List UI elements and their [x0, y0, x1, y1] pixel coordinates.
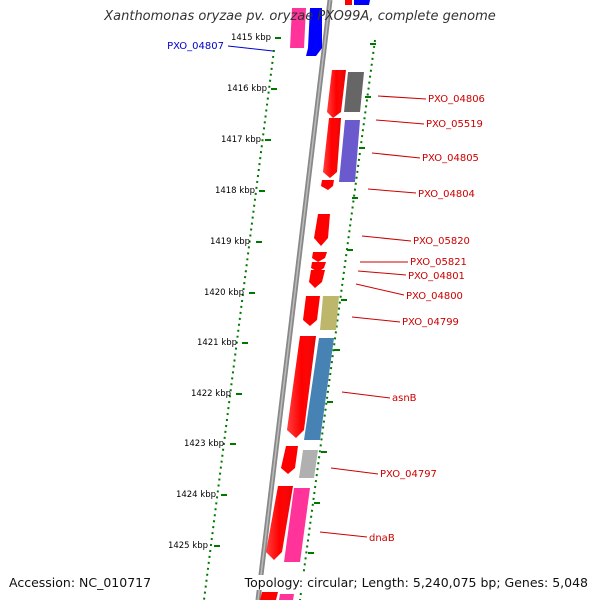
callout-PXO_04800: [355, 283, 405, 296]
gene-gray-PXO_04806: [344, 72, 364, 112]
gene-blue-PXO_04807: [306, 8, 322, 56]
gene-label-PXO_05820[interactable]: PXO_05820: [413, 236, 470, 247]
gene-pink-dnaB: [284, 488, 310, 562]
callout-lines: [227, 45, 427, 538]
scale-label-1421: 1421 kbp: [197, 338, 237, 348]
gene-label-PXO_04797[interactable]: PXO_04797: [380, 469, 437, 480]
gene-red-PXO_04801: [311, 262, 326, 272]
callout-PXO_04797: [330, 467, 379, 475]
inner-dotted-ring: [203, 49, 275, 601]
scale-label-1415: 1415 kbp: [231, 33, 271, 43]
callout-PXO_04807: [227, 45, 274, 52]
callout-PXO_04805: [371, 152, 421, 159]
gene-label-PXO_04799[interactable]: PXO_04799: [402, 317, 459, 328]
scale-label-1424: 1424 kbp: [176, 490, 216, 500]
callout-PXO_05519: [375, 119, 425, 125]
backbone-highlight: [257, 0, 331, 601]
scale-labels: 1415 kbp 1416 kbp 1417 kbp 1418 kbp 1419…: [168, 33, 271, 551]
gene-label-PXO_05821[interactable]: PXO_05821: [410, 257, 467, 268]
gene-label-PXO_04805[interactable]: PXO_04805: [422, 153, 479, 164]
map-title: Xanthomonas oryzae pv. oryzae PXO99A, co…: [104, 9, 496, 24]
scale-label-1422: 1422 kbp: [191, 389, 231, 399]
gene-red-PXO_04799: [303, 296, 320, 326]
scale-ticks: [214, 37, 376, 554]
gene-label-PXO_04806[interactable]: PXO_04806: [428, 94, 485, 105]
gene-gray-PXO_04797: [299, 450, 318, 478]
callout-PXO_05820: [361, 235, 412, 242]
gene-bottom-red: [260, 592, 278, 600]
gene-red-PXO_05821: [312, 252, 327, 262]
scale-label-1420: 1420 kbp: [204, 288, 244, 298]
callout-PXO_04806: [377, 95, 427, 100]
scale-label-1423: 1423 kbp: [184, 439, 224, 449]
gene-slate-PXO_04805: [339, 120, 360, 182]
gene-label-PXO_04807[interactable]: PXO_04807: [167, 41, 224, 52]
gene-red-PXO_04804: [321, 180, 334, 190]
scale-label-1416: 1416 kbp: [227, 84, 267, 94]
scale-label-1417: 1417 kbp: [221, 135, 261, 145]
gene-red-PXO_05820: [314, 214, 330, 246]
gene-red-PXO_04797: [281, 446, 298, 474]
gene-top-blue: [354, 0, 370, 5]
gene-label-asnB[interactable]: asnB: [392, 393, 417, 404]
scale-label-1419: 1419 kbp: [210, 237, 250, 247]
gene-steel-asnB: [304, 338, 334, 440]
gene-label-PXO_04801[interactable]: PXO_04801: [408, 271, 465, 282]
callout-PXO_04804: [367, 188, 417, 194]
gene-red-PXO_04800: [309, 270, 325, 288]
gene-label-dnaB[interactable]: dnaB: [369, 533, 395, 544]
gene-pink-1415: [290, 8, 306, 48]
gene-labels: PXO_04807 PXO_04806 PXO_05519 PXO_04805 …: [167, 41, 485, 544]
callout-PXO_04801: [357, 270, 407, 276]
callout-PXO_04799: [351, 316, 401, 323]
scale-label-1418: 1418 kbp: [215, 186, 255, 196]
gene-label-PXO_05519[interactable]: PXO_05519: [426, 119, 483, 130]
outer-dotted-ring: [299, 39, 376, 601]
gene-label-PXO_04800[interactable]: PXO_04800: [406, 291, 463, 302]
gene-top-red: [345, 0, 352, 5]
gene-bottom-pink: [279, 594, 294, 600]
callout-dnaB: [319, 531, 368, 538]
gene-shading: [266, 70, 346, 560]
callout-asnB: [341, 391, 391, 399]
gene-label-PXO_04804[interactable]: PXO_04804: [418, 189, 475, 200]
gene-khaki-PXO_04799: [320, 296, 339, 330]
accession-text: Accession: NC_010717: [9, 575, 152, 590]
scale-label-1425: 1425 kbp: [168, 541, 208, 551]
topology-text: Topology: circular; Length: 5,240,075 bp…: [244, 575, 588, 590]
